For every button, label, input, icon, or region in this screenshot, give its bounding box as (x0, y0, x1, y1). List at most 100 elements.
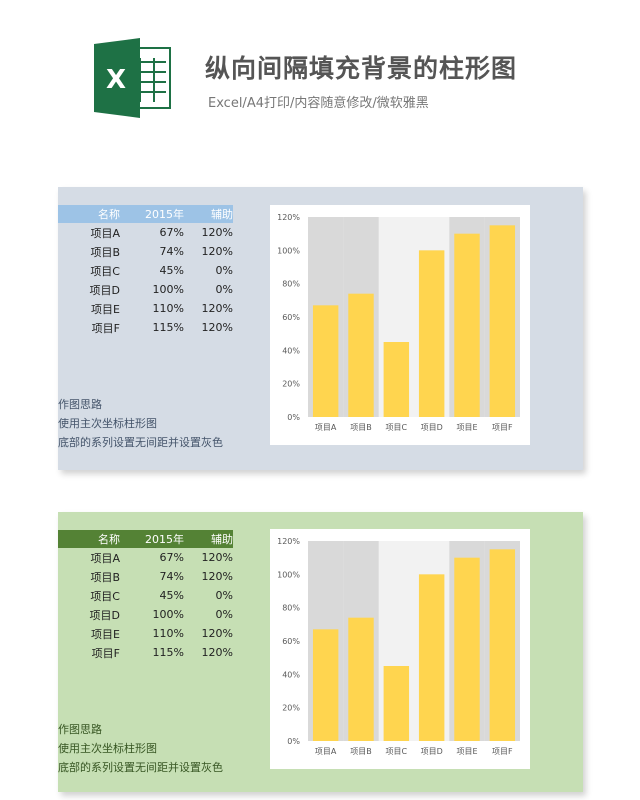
y-tick-label: 20% (282, 380, 300, 389)
cell-aux: 0% (215, 589, 233, 602)
column-chart: 0% 20% 40% 60% 80% 100% 120% 项目A 项目B 项目C 项目D 项目E 项目F (277, 213, 520, 432)
table-row: 项目F 115% 120% (58, 318, 233, 337)
y-tick-label: 60% (282, 637, 300, 646)
column-chart: 0% 20% 40% 60% 80% 100% 120% 项目A 项目B 项目C 项目D 项目E 项目F (277, 537, 520, 756)
table-row: 项目D 100% 0% (58, 605, 233, 624)
y-tick-label: 80% (282, 604, 300, 613)
bar (312, 629, 339, 741)
y-tick-label: 60% (282, 313, 300, 322)
excel-logo-icon: X (94, 38, 171, 118)
note-line: 底部的系列设置无间距并设置灰色 (58, 761, 223, 774)
cell-aux: 0% (215, 283, 233, 296)
bar (489, 225, 516, 417)
y-tick-label: 100% (277, 246, 300, 255)
cell-aux: 0% (215, 264, 233, 277)
x-tick-label: 项目A (315, 423, 337, 432)
logo-letter: X (106, 65, 126, 95)
notes: 作图思路 使用主次坐标柱形图 底部的系列设置无间距并设置灰色 (58, 395, 223, 452)
y-tick-label: 0% (287, 413, 300, 422)
cell-value: 45% (159, 264, 184, 277)
bar (489, 549, 516, 741)
cell-aux: 120% (201, 302, 233, 315)
cell-aux: 120% (201, 570, 233, 583)
cell-value: 115% (152, 646, 184, 659)
example-panel-green: 名称 2015年 辅助 项目A 67% 120% 项目B 74% 120% 项目C 45%… (58, 512, 583, 792)
note-line: 使用主次坐标柱形图 (58, 417, 157, 430)
y-tick-label: 40% (282, 346, 300, 355)
cell-value: 45% (159, 589, 184, 602)
x-tick-label: 项目A (315, 747, 337, 756)
data-table: 名称 2015年 辅助 项目A 67% 120% 项目B 74% 120% 项目C 45%… (58, 530, 233, 662)
cell-aux: 120% (201, 321, 233, 334)
header-cell-year: 2015年 (145, 208, 184, 221)
x-tick-label: 项目E (456, 747, 477, 756)
table-row: 项目B 74% 120% (58, 242, 233, 261)
table-row: 项目C 45% 0% (58, 261, 233, 280)
cell-name: 项目A (90, 226, 120, 240)
x-tick-label: 项目F (492, 423, 513, 432)
header: X 纵向间隔填充背景的柱形图 Excel/A4打印/内容随意修改/微软雅黑 (0, 0, 640, 186)
table-row: 项目D 100% 0% (58, 280, 233, 299)
cell-aux: 0% (215, 608, 233, 621)
bar (454, 557, 480, 741)
table-row: 项目C 45% 0% (58, 586, 233, 605)
header-cell-aux: 辅助 (211, 533, 233, 546)
note-line: 底部的系列设置无间距并设置灰色 (58, 436, 223, 449)
example-panel-blue: 名称 2015年 辅助 项目A 67% 120% 项目B 74% 120% 项目C 45%… (58, 187, 583, 470)
table-row: 项目E 110% 120% (58, 299, 233, 318)
bar (312, 305, 339, 417)
cell-name: 项目C (90, 264, 120, 278)
data-table: 名称 2015年 辅助 项目A 67% 120% 项目B 74% 120% 项目C 45%… (58, 205, 233, 337)
bar (454, 233, 480, 417)
bar (383, 342, 410, 417)
table-header-row: 名称 2015年 辅助 (58, 530, 233, 548)
cell-name: 项目D (89, 283, 120, 297)
cell-value: 110% (152, 302, 184, 315)
y-tick-label: 40% (282, 670, 300, 679)
bar (348, 293, 374, 417)
y-tick-label: 120% (277, 213, 300, 222)
bar (383, 666, 410, 741)
cell-value: 100% (152, 608, 184, 621)
x-tick-label: 项目D (421, 747, 443, 756)
table-row: 项目A 67% 120% (58, 223, 233, 242)
cell-name: 项目F (91, 646, 120, 660)
header-cell-name: 名称 (98, 208, 120, 221)
chart-area: 0% 20% 40% 60% 80% 100% 120% 项目A 项目B 项目C 项目D 项目E 项目F (270, 529, 530, 769)
cell-name: 项目B (90, 570, 120, 584)
cell-name: 项目E (91, 302, 120, 316)
cell-value: 115% (152, 321, 184, 334)
page-title: 纵向间隔填充背景的柱形图 (205, 54, 518, 83)
chart-area: 0% 20% 40% 60% 80% 100% 120% 项目A 项目B 项目C 项目D 项目E 项目F (270, 205, 530, 445)
x-tick-label: 项目B (350, 747, 372, 756)
cell-value: 74% (159, 245, 184, 258)
x-tick-label: 项目D (421, 423, 443, 432)
y-tick-label: 20% (282, 704, 300, 713)
table-row: 项目A 67% 120% (58, 548, 233, 567)
page-subtitle: Excel/A4打印/内容随意修改/微软雅黑 (208, 96, 429, 111)
cell-value: 100% (152, 283, 184, 296)
y-tick-label: 120% (277, 537, 300, 546)
header-cell-name: 名称 (98, 533, 120, 546)
cell-name: 项目D (89, 608, 120, 622)
cell-name: 项目A (90, 551, 120, 565)
table-row: 项目F 115% 120% (58, 643, 233, 662)
note-line: 作图思路 (58, 398, 102, 411)
table-row: 项目E 110% 120% (58, 624, 233, 643)
y-tick-label: 80% (282, 280, 300, 289)
y-tick-label: 100% (277, 570, 300, 579)
y-tick-label: 0% (287, 737, 300, 746)
table-header-row: 名称 2015年 辅助 (58, 205, 233, 223)
note-line: 作图思路 (58, 723, 102, 736)
cell-aux: 120% (201, 226, 233, 239)
cell-name: 项目B (90, 245, 120, 259)
table-row: 项目B 74% 120% (58, 567, 233, 586)
cell-value: 74% (159, 570, 184, 583)
x-tick-label: 项目C (386, 747, 408, 756)
notes: 作图思路 使用主次坐标柱形图 底部的系列设置无间距并设置灰色 (58, 720, 223, 777)
bar (418, 250, 445, 417)
cell-aux: 120% (201, 627, 233, 640)
header-cell-aux: 辅助 (211, 208, 233, 221)
cell-name: 项目C (90, 589, 120, 603)
cell-value: 67% (159, 226, 184, 239)
